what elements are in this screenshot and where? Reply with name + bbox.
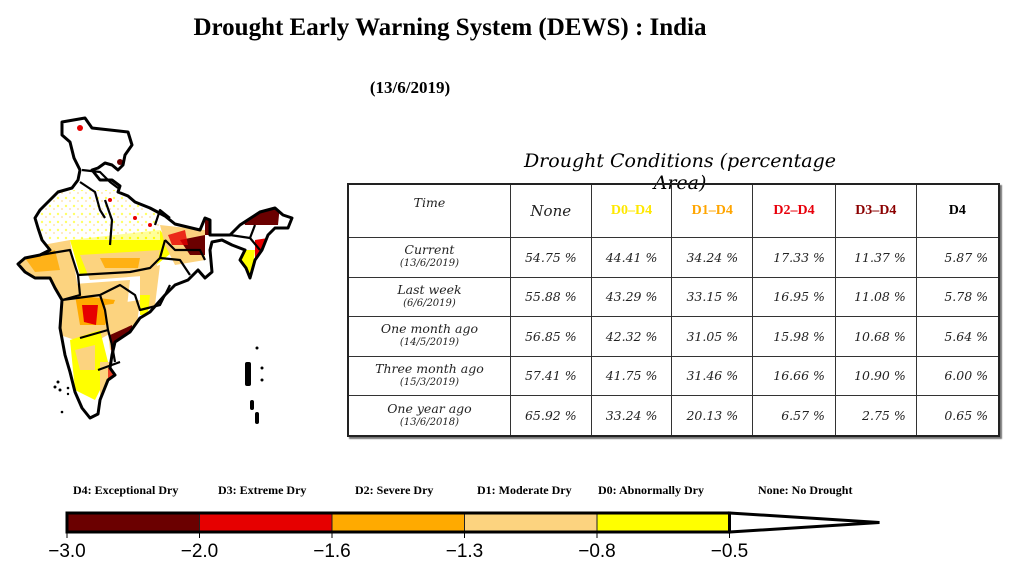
column-header-d3-d4: D3–D4: [834, 183, 917, 238]
colorbar-segment-d4: [66, 512, 200, 533]
legend-label-d1: D1: Moderate Dry: [477, 483, 572, 497]
colorbar-tick-label: −1.6: [313, 541, 351, 562]
colorbar-tick-label: −0.8: [578, 541, 616, 562]
value-cell: 11.08 %: [834, 276, 917, 318]
time-label: One year ago: [387, 400, 472, 416]
value-cell: 33.24 %: [590, 395, 673, 437]
table-row: One year ago (13/6/2018) 65.92 % 33.24 % 20.…: [347, 395, 1000, 437]
speckle-point: [108, 198, 112, 202]
region-extreme-east: [168, 230, 188, 245]
speckle-point: [133, 216, 137, 220]
time-label: Three month ago: [375, 360, 484, 376]
value-cell: 5.78 %: [915, 276, 1000, 318]
colorbar-segment-d3: [199, 512, 333, 533]
colorbar-tick-label: −2.0: [181, 541, 219, 562]
value-cell: 33.15 %: [671, 276, 754, 318]
colorbar-segment-d1: [464, 512, 598, 533]
value-cell: 44.41 %: [590, 237, 673, 278]
legend-label-d4: D4: Exceptional Dry: [73, 483, 179, 497]
value-cell: 10.90 %: [834, 355, 917, 397]
time-date: (15/3/2019): [399, 376, 459, 388]
colorbar-segment-d2: [331, 512, 465, 533]
value-cell: 31.05 %: [671, 316, 754, 357]
value-cell: 43.29 %: [590, 276, 673, 318]
value-cell: 6.00 %: [915, 355, 1000, 397]
value-cell: 6.57 %: [752, 395, 836, 437]
value-cell: 16.66 %: [752, 355, 836, 397]
value-cell: 57.41 %: [509, 355, 592, 397]
colorbar-segment-none: [728, 511, 880, 534]
column-header-none: None: [509, 183, 592, 238]
time-label: Current: [404, 242, 455, 258]
value-cell: 65.92 %: [509, 395, 592, 437]
map-fill: [18, 118, 292, 418]
value-cell: 55.88 %: [509, 276, 592, 318]
colorbar-segment-d0: [596, 512, 730, 533]
column-header-d1-d4: D1–D4: [671, 183, 754, 238]
time-label: One month ago: [380, 321, 479, 337]
islands: [53, 346, 264, 424]
time-cell: Current (13/6/2019): [347, 237, 511, 278]
region-severe-central: [100, 258, 140, 268]
value-cell: 5.64 %: [915, 316, 1000, 357]
region-moderate-south: [75, 345, 95, 370]
time-date: (6/6/2019): [403, 297, 456, 309]
value-cell: 56.85 %: [509, 316, 592, 357]
legend-label-d3: D3: Extreme Dry: [218, 483, 307, 497]
time-cell: Last week (6/6/2019): [347, 276, 511, 318]
value-cell: 34.24 %: [671, 237, 754, 278]
value-cell: 5.87 %: [915, 237, 1000, 278]
time-date: (13/6/2018): [399, 416, 459, 428]
time-date: (13/6/2019): [399, 258, 459, 270]
legend-label-none: None: No Drought: [758, 483, 853, 497]
colorbar-frame: [65, 511, 731, 534]
column-header-d2-d4: D2–D4: [752, 183, 836, 238]
time-label: Last week: [397, 281, 462, 297]
value-cell: 16.95 %: [752, 276, 836, 318]
column-header-d4: D4: [915, 183, 1000, 238]
value-cell: 2.75 %: [834, 395, 917, 437]
drought-conditions-table: Time None D0–D4 D1–D4 D2–D4 D3–D4 D4 Current (1…: [347, 183, 1000, 437]
value-cell: 42.32 %: [590, 316, 673, 357]
india-drought-map: [16, 116, 294, 424]
region-extreme-maharashtra: [82, 305, 98, 325]
speckle-point: [117, 159, 123, 165]
colorbar-tick-label: −1.3: [446, 541, 484, 562]
column-header-d0-d4: D0–D4: [590, 183, 673, 238]
value-cell: 54.75 %: [509, 237, 592, 278]
speckle-point: [77, 125, 83, 131]
table-header-row: Time None D0–D4 D1–D4 D2–D4 D3–D4 D4: [347, 183, 1000, 238]
table-row: Current (13/6/2019) 54.75 % 44.41 % 34.24 % 1…: [347, 237, 1000, 278]
value-cell: 11.37 %: [834, 237, 917, 278]
state-boundaries: [39, 168, 261, 372]
table-row: Three month ago (15/3/2019) 57.41 % 41.75 %…: [347, 355, 1000, 397]
value-cell: 15.98 %: [752, 316, 836, 357]
value-cell: 10.68 %: [834, 316, 917, 357]
value-cell: 0.65 %: [915, 395, 1000, 437]
column-header-time: Time: [347, 183, 511, 238]
value-cell: 20.13 %: [671, 395, 754, 437]
value-cell: 17.33 %: [752, 237, 836, 278]
speckle-point: [148, 223, 152, 227]
page-title: Drought Early Warning System (DEWS) : In…: [193, 14, 707, 41]
region-severe-gujarat: [25, 250, 60, 272]
colorbar-tick-label: −3.0: [48, 541, 86, 562]
table-row: One month ago (14/5/2019) 56.85 % 42.32 % 31…: [347, 316, 1000, 357]
legend-label-d0: D0: Abnormally Dry: [598, 483, 704, 497]
report-date: (13/6/2019): [369, 78, 451, 97]
value-cell: 41.75 %: [590, 355, 673, 397]
time-date: (14/5/2019): [399, 337, 459, 349]
legend-labels: D4: Exceptional Dry D3: Extreme Dry D2: …: [0, 483, 1024, 501]
value-cell: 31.46 %: [671, 355, 754, 397]
region-speckle-north: [40, 190, 160, 240]
colorbar: −3.0 −2.0 −1.6 −1.3 −0.8 −0.5: [48, 511, 880, 562]
time-cell: One year ago (13/6/2018): [347, 395, 511, 437]
legend-label-d2: D2: Severe Dry: [355, 483, 434, 497]
time-cell: Three month ago (15/3/2019): [347, 355, 511, 397]
table-row: Last week (6/6/2019) 55.88 % 43.29 % 33.15 %…: [347, 276, 1000, 318]
colorbar-tick-label: −0.5: [711, 541, 749, 562]
time-cell: One month ago (14/5/2019): [347, 316, 511, 357]
